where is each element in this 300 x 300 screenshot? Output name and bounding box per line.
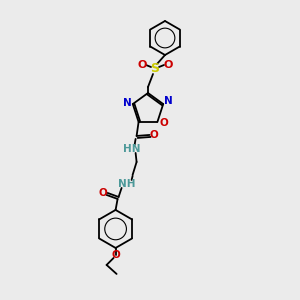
Text: N: N <box>123 98 132 108</box>
Text: NH: NH <box>118 179 135 189</box>
Text: O: O <box>159 118 168 128</box>
Text: N: N <box>164 96 172 106</box>
Text: O: O <box>149 130 158 140</box>
Text: O: O <box>111 250 120 260</box>
Text: S: S <box>151 62 160 76</box>
Text: O: O <box>98 188 107 198</box>
Text: HN: HN <box>123 144 140 154</box>
Text: O: O <box>137 60 147 70</box>
Text: O: O <box>163 60 173 70</box>
